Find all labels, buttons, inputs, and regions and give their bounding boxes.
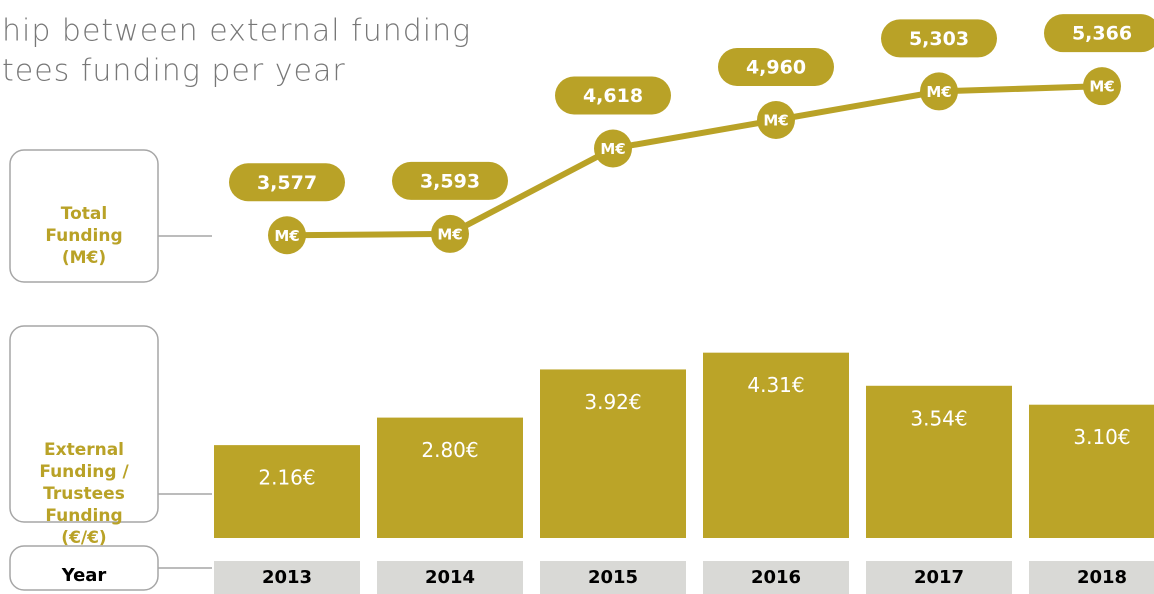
marker [920,72,958,111]
bar [214,445,360,538]
row-label-box [9,325,159,523]
row-label: (€/€) [61,528,106,548]
value-pill [392,161,508,200]
marker-label: M€ [763,112,788,130]
marker [757,101,795,139]
marker-label: M€ [274,227,299,245]
value-label: 2.80€ [421,438,478,462]
marker-label: M€ [926,83,951,101]
row-label: Funding [45,506,122,526]
row-label: (M€) [62,248,106,268]
marker-label: M€ [600,140,625,158]
value-label: 4,618 [583,85,643,107]
year-cell [1029,561,1154,594]
x-tick-label: 2015 [588,567,638,588]
marker [431,214,469,253]
x-tick-label: 2018 [1077,567,1127,588]
value-pill [555,76,671,115]
value-pill [1044,14,1154,53]
row-label: Trustees [43,484,125,504]
bar [1029,404,1154,538]
row-label: Funding [45,226,122,246]
bar [703,352,849,538]
chart-title: tees funding per year [2,54,346,89]
year-cell [866,561,1012,594]
value-label: 3,593 [420,170,480,192]
marker [268,216,306,255]
row-label: External [44,440,124,460]
row-label: Total [61,204,107,224]
value-label: 5,303 [909,28,969,50]
x-tick-label: 2013 [262,567,312,588]
value-label: 3.10€ [1073,425,1130,449]
value-pill [718,48,834,86]
x-tick-label: 2016 [751,567,801,588]
marker-label: M€ [437,225,462,243]
value-label: 3.92€ [584,390,641,414]
year-cell [703,561,849,594]
value-label: 2.16€ [258,466,315,490]
value-label: 4,960 [746,57,806,79]
value-pill [881,19,997,58]
marker [1083,67,1121,106]
bar [540,369,686,538]
value-label: 3,577 [257,172,317,194]
marker-label: M€ [1089,78,1114,96]
value-label: 4.31€ [747,373,804,397]
year-cell [214,561,360,594]
row-label-box [9,149,159,283]
year-cell [377,561,523,594]
marker [594,129,632,168]
chart-title: hip between external funding [2,14,471,49]
row-label: Funding / [39,462,129,482]
x-tick-label: 2014 [425,567,475,588]
bar [866,385,1012,538]
row-label: Year [61,565,107,586]
year-cell [540,561,686,594]
x-tick-label: 2017 [914,567,964,588]
value-label: 3.54€ [910,406,967,430]
value-label: 5,366 [1072,23,1132,45]
line [286,83,1103,239]
bar [377,417,523,538]
value-pill [229,163,345,202]
